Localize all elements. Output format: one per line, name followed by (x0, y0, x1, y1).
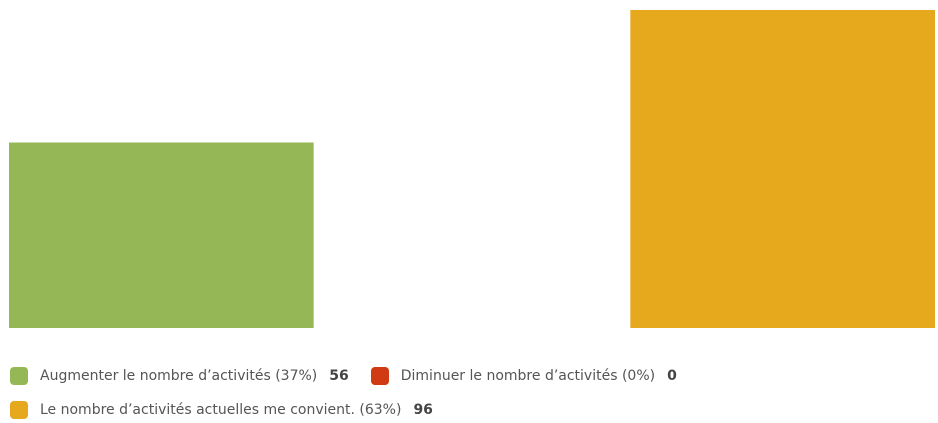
legend-swatch (10, 367, 28, 385)
chart (9, 10, 935, 328)
legend-label: Diminuer le nombre d’activités (0%) (400, 368, 656, 384)
legend-item: Augmenter le nombre d’activités (37%) 56 (10, 364, 349, 388)
bar (9, 142, 314, 328)
legend-swatch (10, 401, 28, 419)
legend-count: 96 (413, 402, 433, 418)
legend-item: Diminuer le nombre d’activités (0%) 0 (370, 364, 677, 388)
legend-label: Augmenter le nombre d’activités (37%) (40, 368, 318, 384)
legend-item: Le nombre d’activités actuelles me convi… (10, 398, 433, 422)
legend: Augmenter le nombre d’activités (37%) 56 D… (10, 364, 850, 422)
legend-count: 0 (667, 368, 677, 384)
legend-count: 56 (329, 368, 349, 384)
legend-swatch (370, 367, 389, 385)
bar (630, 10, 935, 328)
legend-label: Le nombre d’activités actuelles me convi… (40, 402, 402, 418)
